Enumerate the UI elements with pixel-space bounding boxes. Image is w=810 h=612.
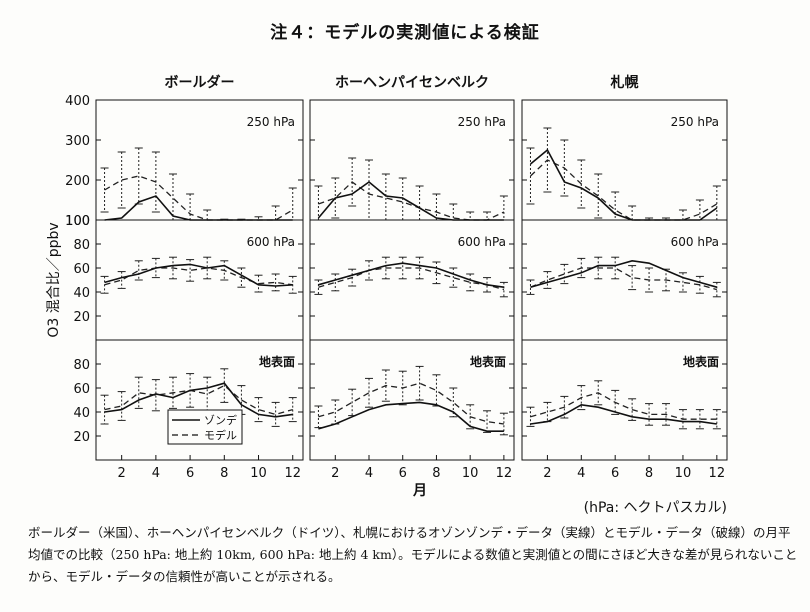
- x-axis-label: 月: [412, 483, 427, 499]
- panel-frame: [95, 339, 304, 461]
- y-tick-label: 20: [73, 310, 90, 325]
- sonde-series-line: [318, 262, 505, 288]
- y-tick-label: 400: [65, 94, 90, 109]
- model-series-line: [104, 175, 294, 221]
- y-tick-label: 100: [65, 214, 90, 229]
- panel-frame: [521, 339, 728, 461]
- x-tick-label: 6: [399, 466, 407, 481]
- station-name: ホーヘンパイセンベルク: [335, 75, 489, 91]
- x-tick-label: 6: [186, 466, 194, 481]
- x-tick-label: 8: [432, 466, 440, 481]
- level-label: 地表面: [683, 354, 719, 369]
- x-tick-label: 10: [462, 466, 479, 481]
- legend-model-label: モデル: [204, 428, 237, 442]
- x-tick-label: 12: [496, 466, 513, 481]
- x-tick-label: 2: [118, 466, 126, 481]
- level-label: 600 hPa: [247, 235, 295, 249]
- legend-sonde-label: ゾンデ: [204, 413, 237, 427]
- y-tick-label: 60: [73, 382, 90, 397]
- station-name: 札幌: [610, 74, 639, 91]
- x-tick-label: 10: [250, 466, 267, 481]
- y-tick-label: 20: [73, 430, 90, 445]
- x-tick-label: 2: [543, 466, 551, 481]
- y-tick-label: 300: [65, 134, 90, 149]
- x-tick-label: 6: [611, 466, 619, 481]
- sonde-series-line: [530, 259, 718, 288]
- level-label: 600 hPa: [671, 235, 719, 249]
- sonde-series-line: [104, 382, 293, 418]
- panel-frame: [309, 339, 515, 461]
- x-tick-label: 10: [675, 466, 692, 481]
- x-tick-label: 4: [577, 466, 585, 481]
- figure-caption: ボールダー（米国）、ホーヘンパイセンベルク（ドイツ）、札幌におけるオゾンゾンデ・…: [28, 525, 798, 584]
- y-tick-label: 60: [73, 262, 90, 277]
- level-label: 250 hPa: [247, 115, 295, 129]
- x-tick-label: 2: [331, 466, 339, 481]
- y-axis-label: O3 混合比／ppbv: [46, 222, 62, 337]
- page-title: 注４：モデルの実測値による検証: [270, 23, 540, 43]
- x-tick-label: 8: [645, 466, 653, 481]
- x-tick-label: 12: [284, 466, 301, 481]
- y-tick-label: 40: [73, 406, 90, 421]
- level-label: 600 hPa: [458, 235, 506, 249]
- model-series-line: [318, 382, 504, 425]
- level-label: 地表面: [470, 354, 506, 369]
- model-series-line: [530, 392, 717, 420]
- model-series-line: [530, 159, 718, 221]
- unit-note: (hPa: ヘクトパスカル): [584, 500, 727, 516]
- y-tick-label: 100: [65, 214, 90, 229]
- level-label: 250 hPa: [458, 115, 506, 129]
- sonde-series-line: [530, 403, 717, 425]
- sonde-series-line: [104, 263, 293, 287]
- model-series-line: [104, 384, 293, 416]
- legend-box: [167, 409, 243, 445]
- sonde-series-line: [529, 148, 718, 221]
- x-tick-label: 4: [365, 466, 373, 481]
- station-name: ボールダー: [165, 74, 235, 91]
- model-series-line: [530, 267, 717, 291]
- level-label: 地表面: [259, 354, 295, 369]
- level-label: 250 hPa: [671, 115, 719, 129]
- y-tick-label: 40: [73, 286, 90, 301]
- y-tick-label: 200: [65, 174, 90, 189]
- x-tick-label: 4: [152, 466, 160, 481]
- y-tick-label: 80: [73, 238, 90, 253]
- model-series-line: [318, 267, 505, 291]
- model-series-line: [318, 181, 505, 221]
- model-series-line: [104, 267, 293, 286]
- x-tick-label: 12: [709, 466, 726, 481]
- y-tick-label: 80: [73, 358, 90, 373]
- x-tick-label: 8: [220, 466, 228, 481]
- sonde-series-line: [318, 401, 504, 433]
